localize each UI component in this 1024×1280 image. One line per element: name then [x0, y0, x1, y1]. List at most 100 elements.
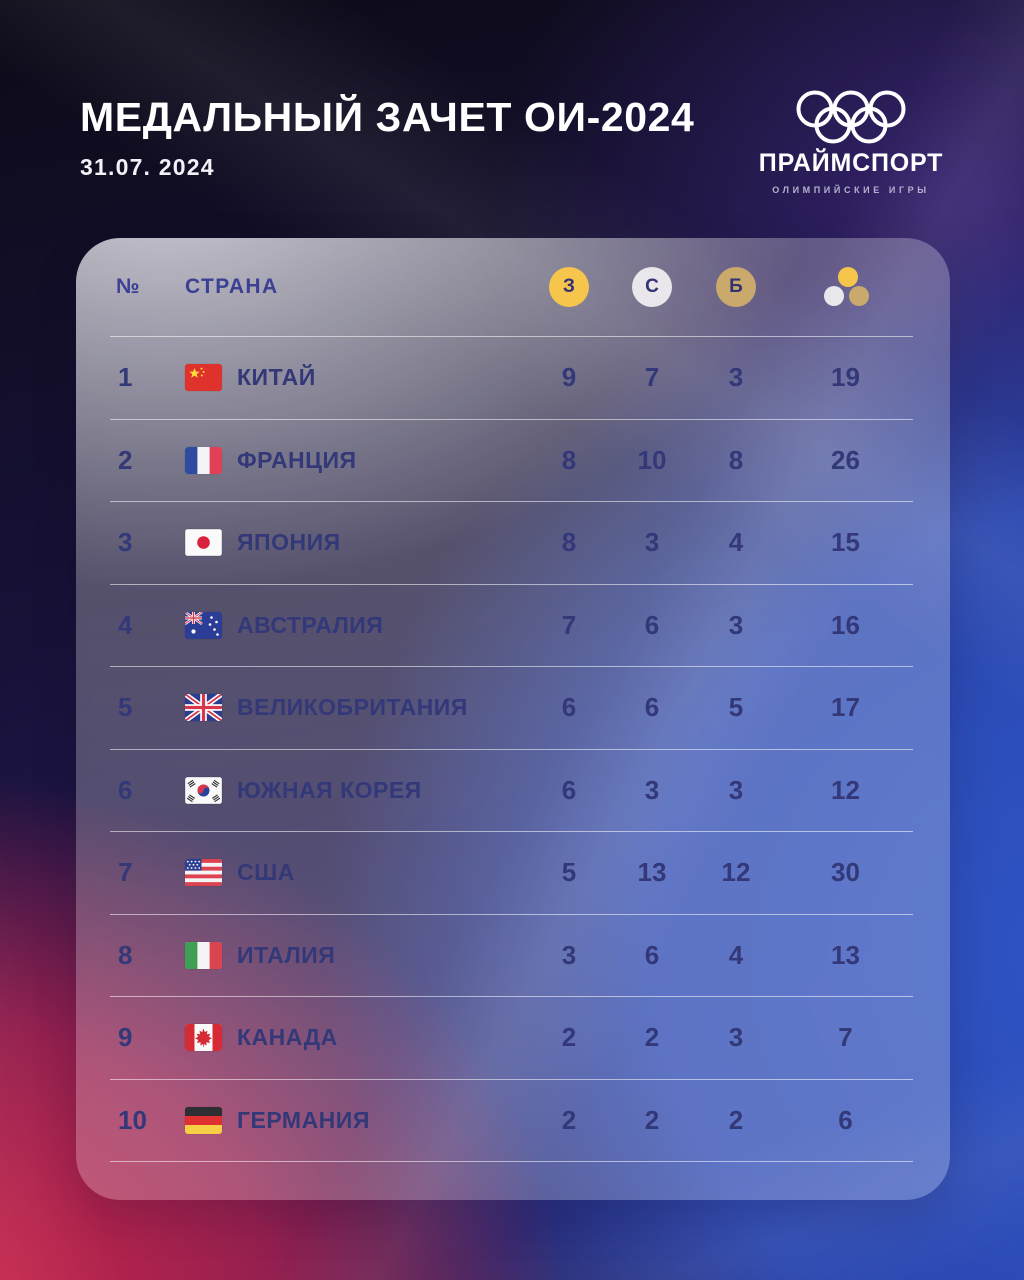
table-header-row: № СТРАНА З С Б [110, 238, 913, 337]
country-cell: ВЕЛИКОБРИТАНИЯ [185, 694, 528, 722]
silver-count: 6 [644, 939, 660, 970]
france-flag-icon [185, 446, 222, 474]
gold-count: 5 [561, 857, 577, 888]
rank-cell: 6 [118, 774, 133, 805]
gold-count: 8 [561, 444, 577, 475]
country-cell: ИТАЛИЯ [185, 941, 528, 969]
japan-flag-icon [185, 529, 222, 557]
country-name: ГЕРМАНИЯ [237, 1106, 370, 1133]
country-cell: КАНАДА [185, 1024, 528, 1052]
silver-count: 10 [637, 444, 667, 475]
country-name: КАНАДА [237, 1024, 338, 1051]
table-row: 2 ФРАНЦИЯ 8 10 8 26 [110, 420, 913, 502]
total-count: 16 [831, 609, 860, 640]
country-name: ИТАЛИЯ [237, 941, 336, 968]
total-count: 6 [838, 1104, 853, 1135]
country-cell: США [185, 859, 528, 887]
country-cell: КИТАЙ [185, 364, 528, 392]
column-header-silver: С [610, 267, 694, 307]
rank-cell: 7 [118, 857, 133, 888]
silver-count: 2 [644, 1022, 660, 1053]
bronze-count: 3 [728, 609, 744, 640]
silver-count: 7 [644, 362, 660, 393]
bronze-count: 3 [728, 362, 744, 393]
bronze-count: 3 [728, 774, 744, 805]
silver-count: 2 [644, 1104, 660, 1135]
table-row: 7 США 5 13 12 30 [110, 832, 913, 915]
medal-table-panel: № СТРАНА З С Б 1 КИТА [76, 238, 950, 1200]
rank-cell: 10 [118, 1104, 147, 1135]
gold-count: 8 [561, 527, 577, 558]
date-label: 31.07. 2024 [80, 154, 215, 180]
country-name: ФРАНЦИЯ [237, 446, 357, 473]
gold-count: 6 [561, 774, 577, 805]
silver-count: 6 [644, 692, 660, 723]
bronze-count: 2 [728, 1104, 744, 1135]
olympic-rings-icon [796, 90, 906, 144]
table-row: 3 ЯПОНИЯ 8 3 4 15 [110, 502, 913, 585]
gold-count: 6 [561, 692, 577, 723]
table-row: 4 АВСТРАЛИЯ 7 6 3 16 [110, 585, 913, 667]
total-count: 26 [831, 444, 860, 475]
total-count: 12 [831, 774, 860, 805]
total-count: 15 [831, 527, 860, 558]
usa-flag-icon [185, 859, 222, 887]
south-korea-flag-icon [185, 776, 222, 804]
column-header-bronze: Б [694, 267, 778, 307]
column-header-rank: № [116, 275, 141, 298]
brand-logo: ПРАЙМСПОРТ ОЛИМПИЙСКИЕ ИГРЫ [754, 88, 948, 195]
rank-cell: 3 [118, 527, 133, 558]
bronze-medal-icon: Б [716, 267, 756, 307]
total-count: 13 [831, 939, 860, 970]
bronze-count: 12 [721, 857, 751, 888]
country-cell: ФРАНЦИЯ [185, 446, 528, 474]
country-cell: ЯПОНИЯ [185, 529, 528, 557]
bronze-count: 5 [728, 692, 744, 723]
country-cell: АВСТРАЛИЯ [185, 611, 528, 639]
country-name: АВСТРАЛИЯ [237, 611, 384, 638]
column-header-country: СТРАНА [185, 275, 279, 298]
page-title: МЕДАЛЬНЫЙ ЗАЧЕТ ОИ-2024 [80, 94, 695, 140]
medals-total-icon [823, 267, 869, 306]
country-name: ЮЖНАЯ КОРЕЯ [237, 776, 422, 803]
silver-count: 3 [644, 774, 660, 805]
canada-flag-icon [185, 1024, 222, 1052]
bronze-count: 8 [728, 444, 744, 475]
silver-medal-icon: С [632, 267, 672, 307]
bronze-count: 4 [728, 527, 744, 558]
bronze-count: 4 [728, 939, 744, 970]
country-name: США [237, 859, 295, 886]
brand-name: ПРАЙМСПОРТ [758, 149, 944, 177]
gold-count: 2 [561, 1022, 577, 1053]
germany-flag-icon [185, 1106, 222, 1134]
column-header-total [778, 267, 913, 307]
country-cell: ЮЖНАЯ КОРЕЯ [185, 776, 528, 804]
italy-flag-icon [185, 941, 222, 969]
column-header-gold: З [528, 267, 610, 307]
great-britain-flag-icon [185, 694, 222, 722]
table-row: 9 КАНАДА 2 2 3 7 [110, 997, 913, 1080]
gold-count: 2 [561, 1104, 577, 1135]
gold-count: 9 [561, 362, 577, 393]
australia-flag-icon [185, 611, 222, 639]
brand-tagline: ОЛИМПИЙСКИЕ ИГРЫ [772, 185, 930, 195]
rank-cell: 2 [118, 444, 133, 475]
silver-count: 13 [637, 857, 667, 888]
header: МЕДАЛЬНЫЙ ЗАЧЕТ ОИ-2024 31.07. 2024 [80, 94, 694, 181]
total-count: 19 [831, 362, 860, 393]
china-flag-icon [185, 364, 222, 392]
table-row: 10 ГЕРМАНИЯ 2 2 2 6 [110, 1080, 913, 1162]
rank-cell: 8 [118, 939, 133, 970]
total-count: 7 [838, 1022, 853, 1053]
country-name: ВЕЛИКОБРИТАНИЯ [237, 694, 468, 721]
silver-count: 3 [644, 527, 660, 558]
total-count: 30 [831, 857, 860, 888]
country-name: КИТАЙ [237, 364, 316, 391]
table-row: 6 ЮЖНАЯ КОРЕЯ 6 3 3 12 [110, 750, 913, 832]
bronze-count: 3 [728, 1022, 744, 1053]
gold-count: 3 [561, 939, 577, 970]
country-cell: ГЕРМАНИЯ [185, 1106, 528, 1134]
table-row: 1 КИТАЙ 9 7 3 19 [110, 337, 913, 420]
table-row: 5 ВЕЛИКОБРИТАНИЯ 6 6 5 17 [110, 667, 913, 750]
